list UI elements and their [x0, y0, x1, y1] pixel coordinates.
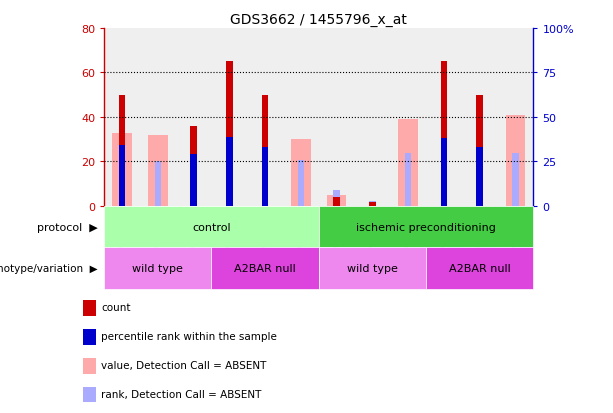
- Bar: [506, 116, 525, 206]
- Bar: [512, 153, 519, 206]
- Bar: [104, 29, 140, 206]
- Bar: [354, 29, 390, 206]
- Text: value, Detection Call = ABSENT: value, Detection Call = ABSENT: [101, 361, 267, 370]
- Bar: [112, 133, 132, 206]
- Bar: [476, 95, 483, 206]
- Bar: [262, 95, 268, 206]
- Bar: [104, 206, 319, 248]
- Text: A2BAR null: A2BAR null: [449, 263, 511, 273]
- Bar: [247, 29, 283, 206]
- Bar: [83, 301, 96, 316]
- Bar: [283, 29, 319, 206]
- Text: genotype/variation  ▶: genotype/variation ▶: [0, 263, 98, 273]
- Bar: [298, 160, 304, 206]
- Bar: [148, 135, 168, 206]
- Title: GDS3662 / 1455796_x_at: GDS3662 / 1455796_x_at: [230, 12, 407, 26]
- Bar: [226, 62, 232, 206]
- Bar: [405, 153, 411, 206]
- Bar: [441, 139, 447, 206]
- Bar: [333, 190, 340, 206]
- Bar: [441, 62, 447, 206]
- Bar: [191, 126, 197, 206]
- Text: wild type: wild type: [132, 263, 183, 273]
- Text: count: count: [101, 303, 131, 313]
- Bar: [176, 29, 211, 206]
- Bar: [426, 29, 462, 206]
- Bar: [319, 206, 533, 248]
- Bar: [211, 29, 247, 206]
- Bar: [327, 195, 346, 206]
- Bar: [119, 146, 125, 206]
- Text: wild type: wild type: [347, 263, 398, 273]
- Bar: [426, 248, 533, 289]
- Bar: [83, 358, 96, 374]
- Text: A2BAR null: A2BAR null: [234, 263, 296, 273]
- Bar: [369, 201, 376, 206]
- Bar: [119, 95, 125, 206]
- Bar: [83, 387, 96, 403]
- Bar: [319, 29, 354, 206]
- Bar: [262, 148, 268, 206]
- Text: percentile rank within the sample: percentile rank within the sample: [101, 332, 277, 342]
- Text: rank, Detection Call = ABSENT: rank, Detection Call = ABSENT: [101, 389, 262, 399]
- Bar: [333, 197, 340, 206]
- Bar: [154, 162, 161, 206]
- Bar: [83, 330, 96, 345]
- Bar: [476, 148, 483, 206]
- Bar: [104, 248, 211, 289]
- Bar: [140, 29, 176, 206]
- Text: protocol  ▶: protocol ▶: [37, 222, 98, 232]
- Bar: [369, 202, 376, 206]
- Bar: [211, 248, 319, 289]
- Bar: [462, 29, 498, 206]
- Bar: [398, 120, 418, 206]
- Bar: [498, 29, 533, 206]
- Bar: [390, 29, 426, 206]
- Text: control: control: [192, 222, 231, 232]
- Text: ischemic preconditioning: ischemic preconditioning: [356, 222, 496, 232]
- Bar: [319, 248, 426, 289]
- Bar: [191, 155, 197, 206]
- Bar: [291, 140, 311, 206]
- Bar: [226, 137, 232, 206]
